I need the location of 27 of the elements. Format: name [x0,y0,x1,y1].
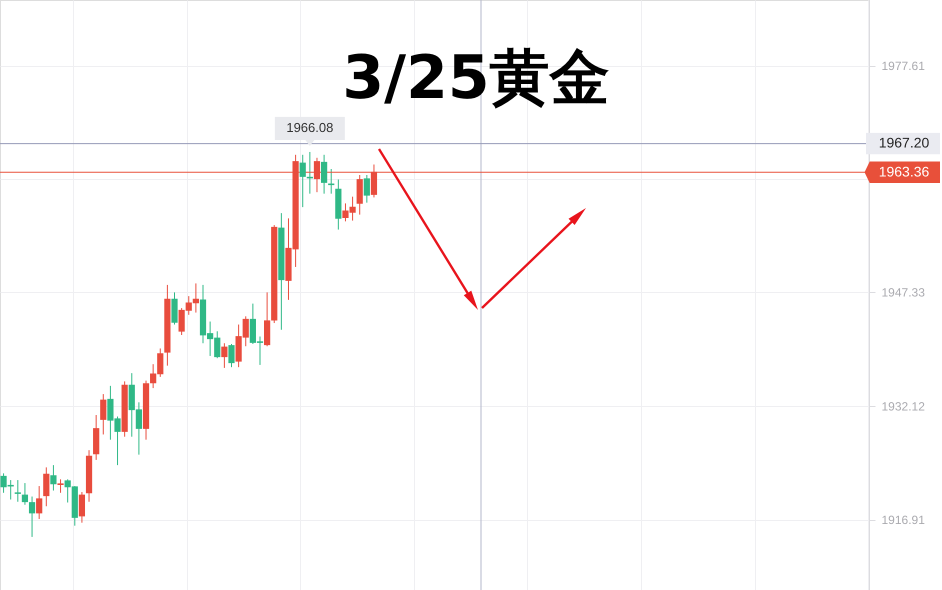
candlestick [43,466,50,507]
candlestick [364,174,370,204]
candlestick [320,154,328,194]
candlestick [300,154,306,208]
text: 3/25黄金 [342,43,610,113]
candlestick [50,464,57,492]
candlestick [100,394,106,435]
candlestick [228,343,235,368]
ref-line-label: 1963.36 [878,163,930,180]
y-tick-label: 1916.91 [882,513,926,528]
candlestick [36,486,42,520]
candlestick [22,482,28,506]
candlestick [306,151,313,194]
ref-line-label: 1967.20 [878,134,930,151]
candlestick [57,478,64,494]
candlestick [14,480,21,502]
candlestick [328,168,334,194]
candlestick [28,496,36,538]
y-tick-label: 1977.61 [882,59,926,74]
candlestick [171,292,178,326]
candlestick [78,492,86,524]
candlestick [264,292,270,347]
candlestick [356,174,363,216]
annotation: 1966.08 [286,120,334,135]
y-tick-label: 1947.33 [882,286,926,300]
candlestick [221,342,228,368]
y-tick-label: 1932.12 [882,399,926,414]
